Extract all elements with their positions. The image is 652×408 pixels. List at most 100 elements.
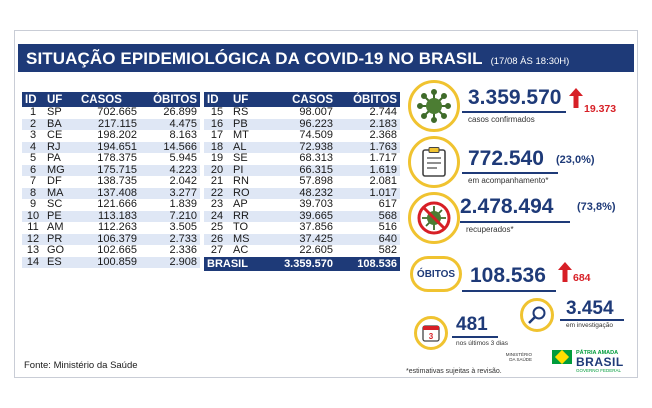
table-row: 27 AC 22.605 582 (204, 244, 400, 257)
cell-deaths: 3.505 (169, 221, 197, 233)
table-row: 20 PI 66.315 1.619 (204, 164, 400, 176)
cell-uf: RR (230, 210, 270, 222)
cell-uf: RN (233, 175, 249, 187)
table-row: 5 PA 178.375 5.945 (22, 152, 200, 165)
cell-deaths: 5.945 (169, 152, 197, 164)
cell-id: 21 (210, 175, 224, 187)
crossed-virus-icon-circle (408, 192, 460, 244)
table-row: 8 MA 137.408 3.277 (22, 187, 200, 199)
states-table-right: ID UF CASOS ÓBITOS 15 RS 98.007 2.744 16 PB 96… (204, 92, 400, 271)
cell-cases: 702.665 (97, 106, 137, 118)
table-row: 14 ES 100.859 2.908 (22, 256, 200, 268)
cell-deaths: 7.210 (140, 210, 200, 222)
cell-id: 16 (204, 118, 230, 130)
cell-deaths: 2.081 (369, 175, 397, 187)
table-row: 11 AM 112.263 3.505 (22, 221, 200, 234)
monitoring-label: em acompanhamento* (468, 176, 549, 185)
table-row: 15 RS 98.007 2.744 (204, 106, 400, 119)
increase-arrow-icon (569, 88, 583, 108)
logo-sub-text: GOVERNO FEDERAL (576, 368, 622, 373)
cell-cases: 96.223 (270, 118, 336, 130)
table-row: 26 MS 37.425 640 (204, 233, 400, 245)
table-row: 22 RO 48.232 1.017 (204, 187, 400, 199)
cell-deaths: 1.619 (336, 164, 400, 176)
cell-id: 25 (210, 221, 224, 233)
svg-text:3: 3 (429, 332, 434, 341)
recovered-pct: (73,8%) (577, 201, 616, 213)
deaths-badge: ÓBITOS (410, 256, 462, 292)
cell-uf: PB (230, 118, 270, 130)
total-cases: 3.359.570 (270, 256, 336, 271)
cell-cases: 106.379 (78, 233, 140, 245)
total-deaths: 108.536 (336, 256, 400, 271)
recent-deaths-label: nos últimos 3 dias (456, 340, 509, 347)
cell-cases: 138.735 (97, 175, 137, 187)
cell-cases: 68.313 (299, 152, 333, 164)
table-row: 10 PE 113.183 7.210 (22, 210, 200, 222)
table-row: 23 AP 39.703 617 (204, 198, 400, 211)
calendar-icon-circle: 3 (414, 316, 448, 350)
header-deaths: ÓBITOS (336, 92, 400, 107)
magnifier-icon-circle (520, 298, 554, 332)
cell-id: 12 (22, 233, 44, 245)
confirmed-delta: 19.373 (584, 103, 617, 115)
recovered-label: recuperados* (466, 225, 514, 234)
cell-uf: RO (230, 187, 270, 199)
cell-deaths: 2.042 (169, 175, 197, 187)
crossed-virus-icon (417, 201, 451, 235)
cell-cases: 100.859 (78, 256, 140, 268)
cell-cases: 57.898 (299, 175, 333, 187)
logo-main-text: BRASIL (576, 355, 624, 369)
table-row: 21 RN 57.898 2.081 (204, 175, 400, 188)
divider (560, 319, 624, 321)
divider (462, 172, 558, 174)
cell-cases: 39.665 (270, 210, 336, 222)
cell-cases: 39.703 (299, 198, 333, 210)
title-bar: SITUAÇÃO EPIDEMIOLÓGICA DA COVID-19 NO B… (18, 44, 634, 72)
cell-id: 23 (210, 198, 224, 210)
cell-id: 27 (210, 244, 224, 256)
virus-icon (417, 89, 451, 123)
deaths-value: 108.536 (470, 264, 546, 287)
cell-cases: 102.665 (97, 244, 137, 256)
table-row: 19 SE 68.313 1.717 (204, 152, 400, 165)
cell-uf: PI (230, 164, 270, 176)
cell-uf: SE (233, 152, 248, 164)
table-header: ID UF CASOS ÓBITOS (204, 92, 400, 107)
cell-cases: 198.202 (97, 129, 137, 141)
cell-uf: PA (47, 152, 61, 164)
cell-uf: SC (47, 198, 63, 210)
cell-deaths: 1.839 (169, 198, 197, 210)
cell-deaths: 3.277 (140, 187, 200, 199)
header-uf: UF (230, 92, 270, 107)
divider (462, 111, 566, 113)
magnifier-icon (528, 306, 546, 324)
table-row: 18 AL 72.938 1.763 (204, 141, 400, 153)
cell-uf: RJ (44, 141, 78, 153)
cell-uf: RS (233, 106, 249, 118)
investigating-label: em investigação (566, 322, 613, 329)
cell-cases: 37.425 (270, 233, 336, 245)
cell-id: 2 (22, 118, 44, 130)
cell-uf: GO (47, 244, 65, 256)
cell-deaths: 568 (336, 210, 400, 222)
cell-cases: 137.408 (78, 187, 140, 199)
divider (460, 221, 570, 223)
total-label: BRASIL (204, 256, 270, 271)
cell-cases: 74.509 (299, 129, 333, 141)
cell-deaths: 2.908 (140, 256, 200, 268)
cell-id: 6 (22, 164, 44, 176)
footnote: *estimativas sujeitas à revisão. (406, 368, 502, 375)
table-row: 7 DF 138.735 2.042 (22, 175, 200, 188)
cell-deaths: 2.368 (369, 129, 397, 141)
cell-id: 4 (22, 141, 44, 153)
logo-top-text: PÁTRIA AMADA (576, 350, 619, 356)
cell-cases: 113.183 (78, 210, 140, 222)
cell-cases: 112.263 (98, 221, 137, 233)
cell-uf: CE (47, 129, 63, 141)
table-row: 16 PB 96.223 2.183 (204, 118, 400, 130)
confirmed-label: casos confirmados (468, 115, 535, 124)
cell-uf: AM (47, 221, 64, 233)
virus-icon-circle (408, 80, 460, 132)
cell-id: 10 (22, 210, 44, 222)
